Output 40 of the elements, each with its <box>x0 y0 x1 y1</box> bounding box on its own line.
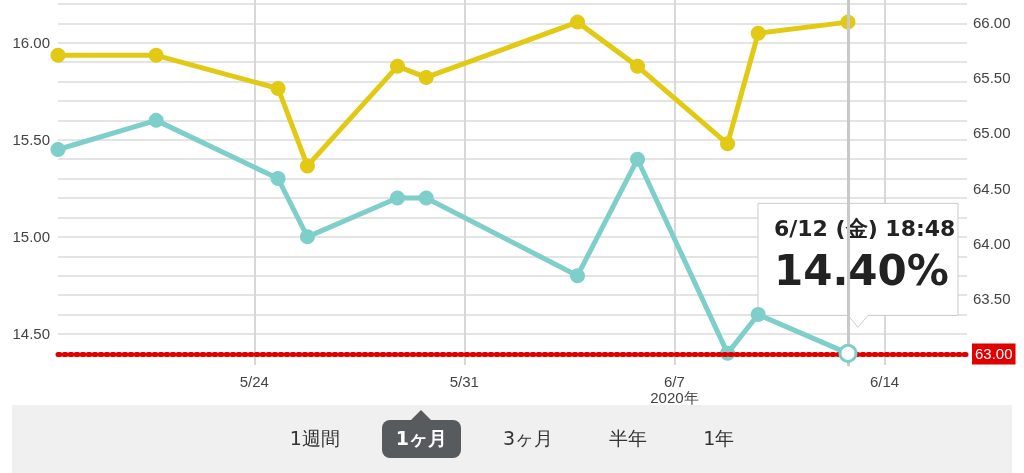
point <box>148 112 164 128</box>
point <box>418 69 434 85</box>
point <box>270 80 286 96</box>
x-tick-label: 6/14 <box>869 372 900 390</box>
text: 1ヶ月 <box>381 420 462 458</box>
text: 1週間 <box>288 426 341 451</box>
y2-tick-label: 64.50 <box>973 179 1011 197</box>
x-tick-label: 6/7 2020年 <box>650 372 699 406</box>
y-tick-label: 14.50 <box>12 325 50 343</box>
point <box>720 136 736 152</box>
y2-tick-label: 65.00 <box>973 124 1011 142</box>
point <box>299 229 315 245</box>
text: 3ヶ月 <box>502 426 555 451</box>
point <box>148 47 164 63</box>
point <box>389 58 405 74</box>
x-tick-label: 5/24 <box>239 372 269 390</box>
point <box>570 14 586 30</box>
point <box>750 307 766 323</box>
point <box>630 151 646 167</box>
point <box>50 47 66 63</box>
y-tick-label: 15.50 <box>12 131 50 149</box>
point <box>418 190 434 206</box>
point <box>299 158 315 174</box>
ref-line-label: 63.00 <box>975 345 1013 363</box>
point <box>389 190 405 206</box>
text: 1年 <box>702 426 736 451</box>
point <box>50 142 66 157</box>
annotation: 14.40% <box>773 245 949 295</box>
y2-tick-label: 64.00 <box>973 234 1011 252</box>
y2-tick-label: 65.50 <box>973 68 1011 86</box>
y-tick-label: 16.00 <box>12 34 50 52</box>
point <box>750 25 766 41</box>
x-tick-label: 5/31 <box>449 372 479 390</box>
y-tick-label: 15.00 <box>12 228 50 246</box>
point <box>630 58 646 74</box>
point <box>270 171 286 187</box>
y2-tick-label: 66.00 <box>973 13 1011 31</box>
text: 半年 <box>608 426 649 451</box>
y2-tick-label: 63.50 <box>973 290 1011 308</box>
point <box>570 268 586 284</box>
